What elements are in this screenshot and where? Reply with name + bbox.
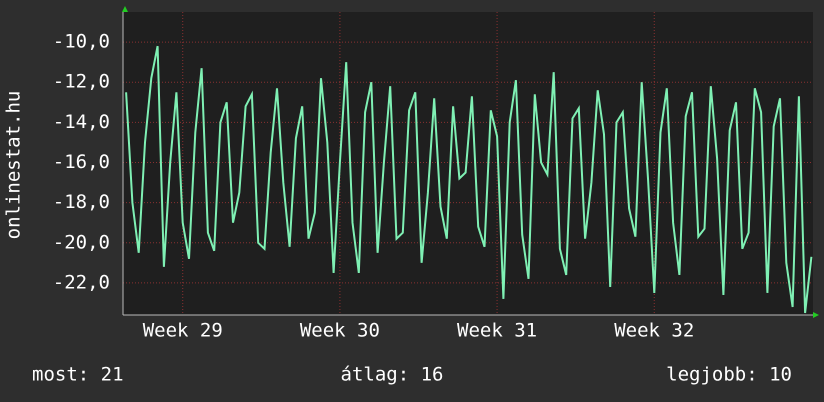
plot-area [123, 12, 813, 315]
x-tick-label: Week 32 [614, 320, 694, 342]
x-tick-label: Week 29 [143, 320, 223, 342]
line [125, 45, 813, 314]
footer-best: legjobb: 10 [666, 364, 792, 386]
y-tick-label: -10,0 [53, 31, 110, 53]
footer-current: most: 21 [32, 364, 124, 386]
y-tick-label: -18,0 [53, 191, 110, 213]
y-tick-label: -20,0 [53, 231, 110, 253]
y-axis-label: onlinestat.hu [3, 91, 25, 240]
y-axis-arrow [122, 6, 128, 12]
x-axis-arrow [813, 312, 819, 318]
y-tick-label: -12,0 [53, 71, 110, 93]
y-tick-label: -22,0 [53, 271, 110, 293]
y-tick-label: -14,0 [53, 111, 110, 133]
x-tick-label: Week 30 [300, 320, 380, 342]
x-tick-label: Week 31 [457, 320, 537, 342]
footer-average: átlag: 16 [341, 364, 444, 386]
y-tick-label: -16,0 [53, 151, 110, 173]
